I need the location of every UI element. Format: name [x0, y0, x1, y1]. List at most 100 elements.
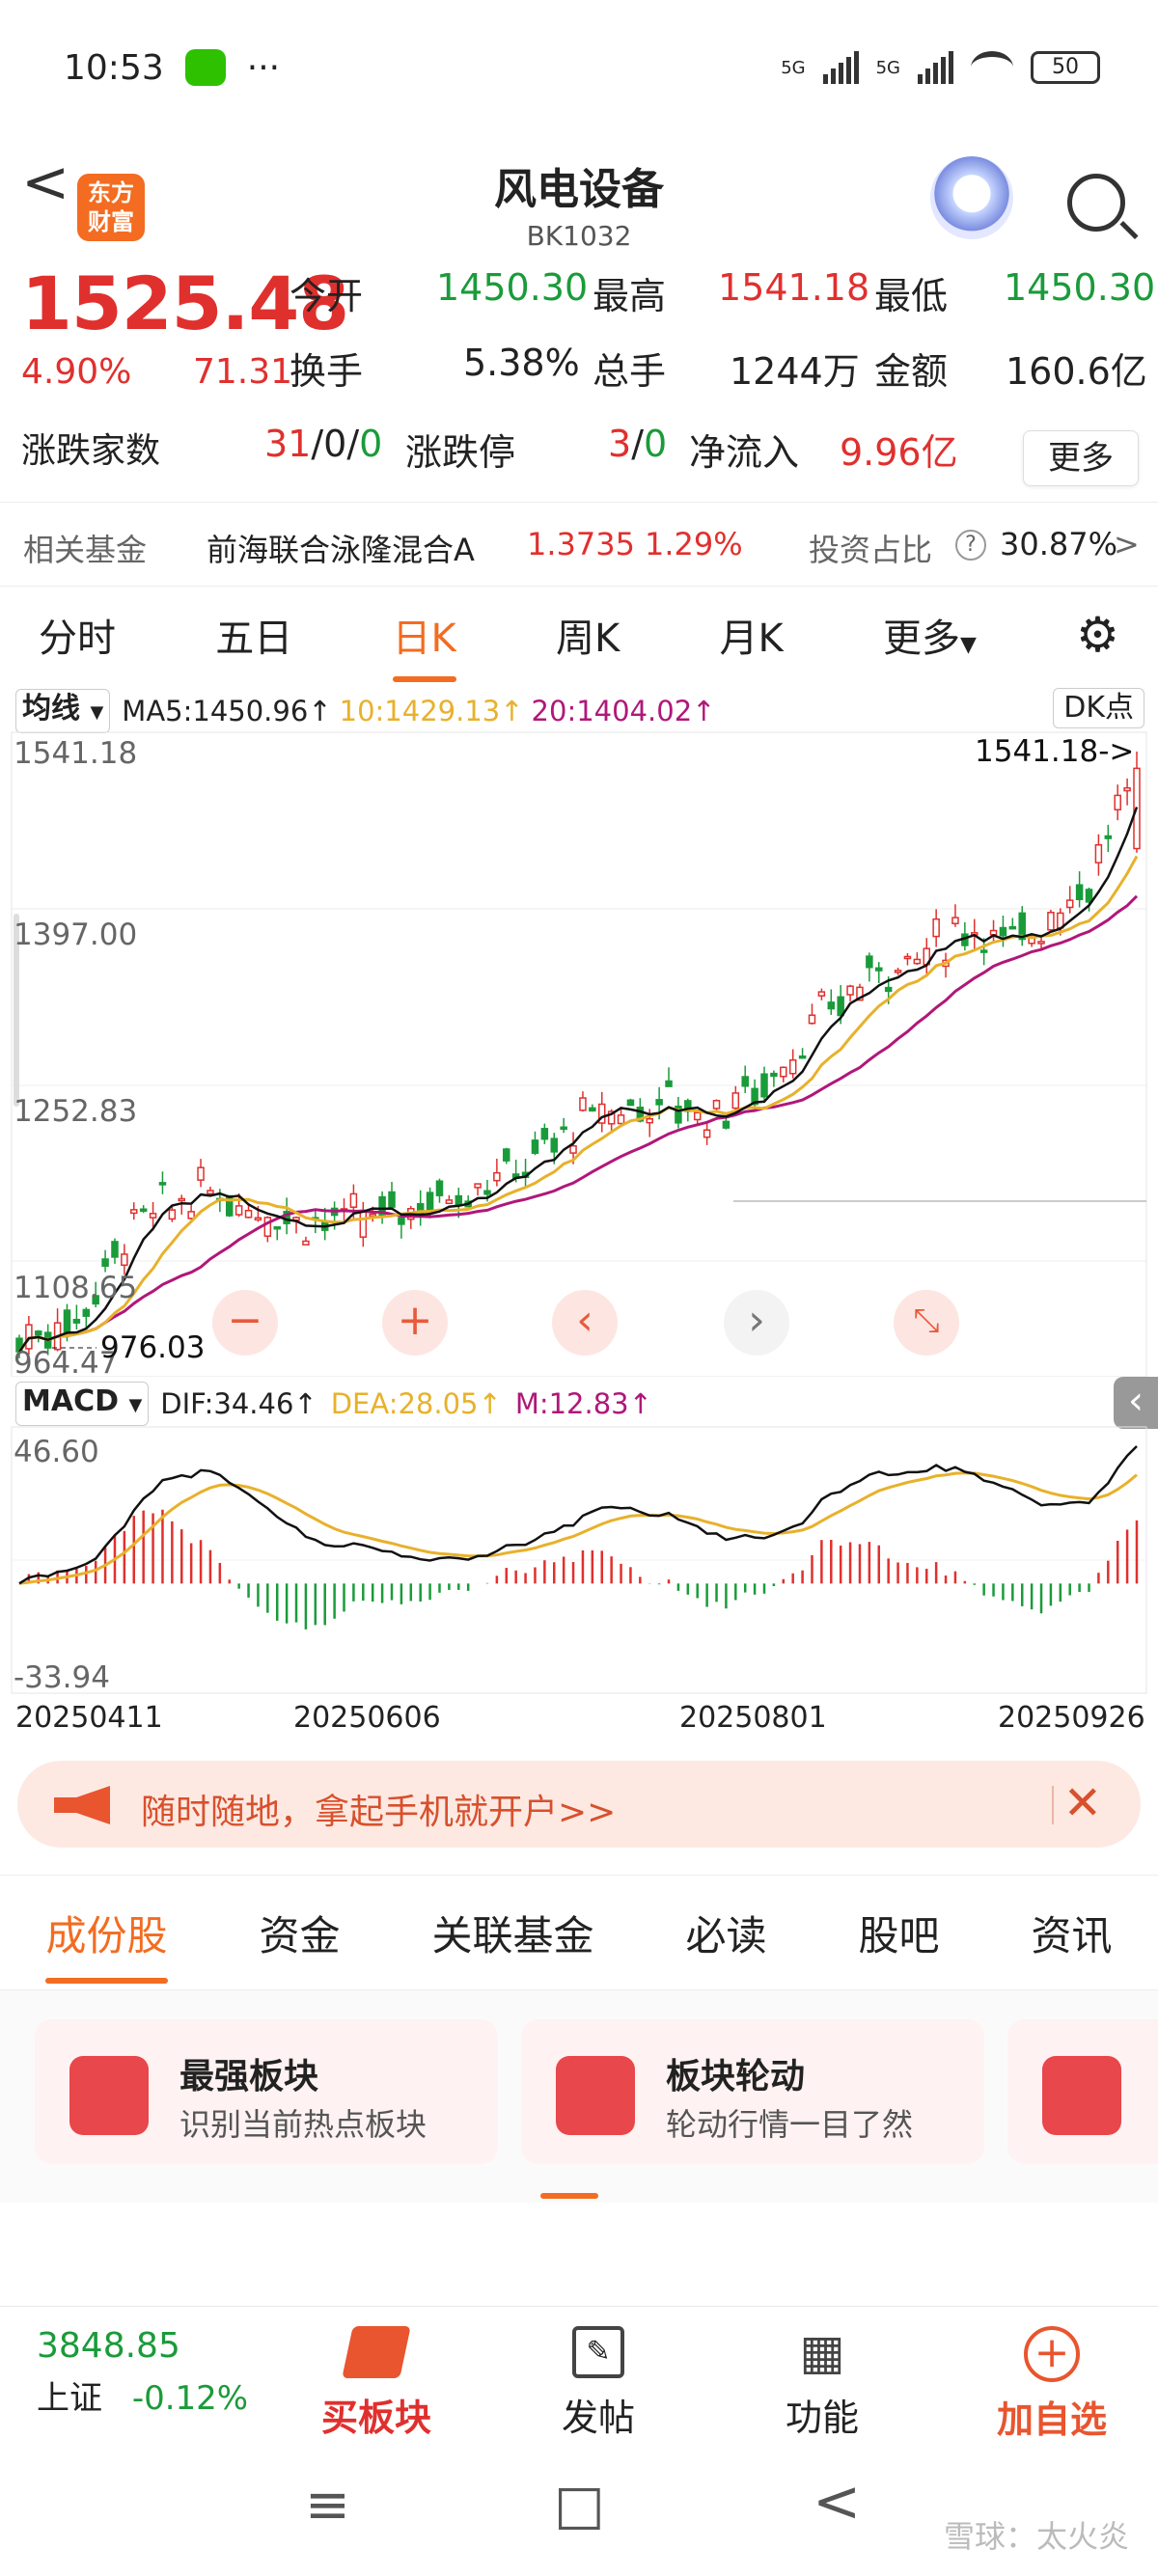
candle-body	[234, 1205, 243, 1216]
candle-body	[187, 1211, 195, 1219]
macd-chart[interactable]: MACD ▼ DIF:34.46 ↑ DEA:28.05 ↑ M:12.83 ↑ ‹ …	[0, 1377, 1158, 1695]
fund-nav: 1.3735	[527, 526, 635, 562]
candle-body	[760, 1073, 768, 1098]
candles	[15, 752, 1141, 1358]
more-button[interactable]: 更多	[1023, 430, 1139, 486]
macd-selector[interactable]: MACD ▼	[15, 1382, 150, 1426]
fund-name[interactable]: 前海联合泳隆混合A	[207, 532, 475, 568]
header: < 东方 财富 风电设备 BK1032	[0, 135, 1158, 252]
tab-daily-k[interactable]: 日K	[383, 607, 466, 682]
tab-intraday[interactable]: 分时	[39, 616, 116, 661]
strongest-sector-card[interactable]: 最强板块 识别当前热点板块	[35, 2019, 498, 2164]
candle-body	[1008, 925, 1017, 930]
candle-body	[35, 1330, 42, 1336]
candle-body	[1085, 889, 1093, 903]
zoom-in-button[interactable]: +	[382, 1290, 448, 1356]
candle-body	[121, 1253, 128, 1267]
tab-monthly-k[interactable]: 月K	[719, 616, 784, 661]
candle-body	[646, 1117, 653, 1124]
pan-right-button[interactable]: ›	[724, 1290, 789, 1356]
candle-body	[483, 1190, 491, 1195]
candle-body	[808, 1014, 816, 1025]
candle-body	[999, 926, 1007, 937]
signal-icon-2	[918, 51, 953, 84]
related-fund-row[interactable]: 相关基金 前海联合泳隆混合A 1.3735 1.29% 投资占比 ? 30.87…	[0, 503, 1158, 586]
tab-forum[interactable]: 股吧	[858, 1911, 940, 1959]
candle-body	[207, 1190, 214, 1194]
candle-body	[1114, 794, 1121, 810]
candle-body	[435, 1180, 444, 1196]
home-icon[interactable]: □	[554, 2474, 605, 2536]
function-button[interactable]: ▦ 功能	[764, 2326, 880, 2441]
candle-body	[607, 1110, 616, 1125]
candle-body	[540, 1128, 549, 1140]
signal-5g-label-2: 5G	[875, 57, 900, 78]
help-icon[interactable]: ?	[955, 530, 986, 561]
pan-left-button[interactable]: ‹	[552, 1290, 618, 1356]
tab-must-read[interactable]: 必读	[685, 1911, 767, 1959]
status-left: 10:53 ···	[64, 48, 280, 88]
index-ticker[interactable]: 3848.85 上证 -0.12%	[37, 2326, 288, 2419]
tab-five-day[interactable]: 五日	[215, 616, 293, 661]
card-title: 板块轮动	[666, 2057, 806, 2096]
sector-rotation-card[interactable]: 板块轮动 轮动行情一目了然	[521, 2019, 984, 2164]
candle-body	[875, 967, 883, 972]
tab-related-funds[interactable]: 关联基金	[431, 1911, 594, 1959]
caret-down-icon: ▼	[90, 702, 104, 723]
caret-down-icon: ▼	[959, 632, 977, 657]
tab-weekly-k[interactable]: 周K	[555, 616, 620, 661]
date-axis: 20250411 20250606 20250801 20250926	[0, 1695, 1158, 1743]
nav-back-icon[interactable]: <	[813, 2468, 862, 2535]
netflow-value: 9.96亿	[840, 431, 958, 474]
open-account-banner[interactable]: 随时随地，拿起手机就开户>> ✕	[17, 1761, 1141, 1848]
candle-body	[72, 1318, 81, 1324]
back-button[interactable]: <	[21, 149, 70, 216]
ma-selector[interactable]: 均线 ▼	[15, 689, 111, 733]
candle-body	[531, 1139, 539, 1154]
candle-body	[550, 1137, 559, 1153]
logo-line2: 财富	[88, 208, 134, 235]
zoom-out-button[interactable]: −	[212, 1290, 278, 1356]
settings-gear-icon[interactable]: ⚙	[1076, 606, 1119, 663]
candle-body	[158, 1182, 167, 1186]
low-annotation: 976.03	[100, 1330, 205, 1365]
macd-legend: MACD ▼ DIF:34.46 ↑ DEA:28.05 ↑ M:12.83 ↑	[15, 1382, 652, 1426]
post-button[interactable]: ✎ 发帖	[540, 2326, 656, 2441]
tab-more[interactable]: 更多▼	[873, 607, 986, 663]
tab-news[interactable]: 资讯	[1031, 1911, 1113, 1959]
banner-text[interactable]: 随时随地，拿起手机就开户>>	[141, 1793, 617, 1832]
post-label: 发帖	[561, 2397, 635, 2439]
dk-point-button[interactable]: DK点	[1053, 688, 1144, 728]
menu-icon[interactable]: ≡	[305, 2474, 350, 2536]
fund-arrow-icon[interactable]: >	[1114, 526, 1140, 562]
buy-sector-label: 买板块	[320, 2397, 431, 2439]
layers-card[interactable]	[1007, 2019, 1158, 2164]
chart-scroll-indicator	[14, 914, 19, 1107]
candle-body	[665, 1080, 673, 1087]
kline-chart[interactable]: 均线 ▼ MA5:1450.96 ↑ 10:1429.13 ↑ 20:1404.02…	[0, 682, 1158, 1377]
candle-body	[445, 1199, 454, 1205]
dea-value: DEA:28.05	[330, 1387, 479, 1420]
collapse-panel-icon[interactable]: ‹	[1114, 1377, 1158, 1429]
ma10-line	[17, 855, 1139, 1353]
candle-body	[63, 1309, 71, 1334]
assistant-robot-icon[interactable]	[930, 156, 1013, 239]
caret-down-icon: ▼	[128, 1395, 143, 1415]
date-tick: 20250801	[679, 1701, 827, 1735]
fullscreen-icon[interactable]: ⤡	[894, 1290, 959, 1356]
candle-body	[388, 1191, 396, 1208]
tab-constituents[interactable]: 成份股	[45, 1904, 168, 1984]
high-value: 1541.18	[718, 266, 870, 309]
candle-body	[359, 1209, 368, 1238]
ma-legend: 均线 ▼ MA5:1450.96 ↑ 10:1429.13 ↑ 20:1404.02…	[15, 689, 1148, 733]
add-watchlist-button[interactable]: + 加自选	[984, 2326, 1119, 2443]
candle-body	[741, 1076, 749, 1087]
banner-divider	[1052, 1786, 1054, 1824]
content-tabs: 成份股 资金 关联基金 必读 股吧 资讯	[0, 1875, 1158, 1990]
close-icon[interactable]: ✕	[1062, 1776, 1102, 1830]
tab-funds-flow[interactable]: 资金	[259, 1911, 341, 1959]
netflow-label: 净流入	[689, 431, 800, 474]
candle-body	[884, 986, 893, 993]
buy-sector-button[interactable]: 买板块	[318, 2326, 434, 2441]
search-icon[interactable]	[1067, 174, 1125, 232]
